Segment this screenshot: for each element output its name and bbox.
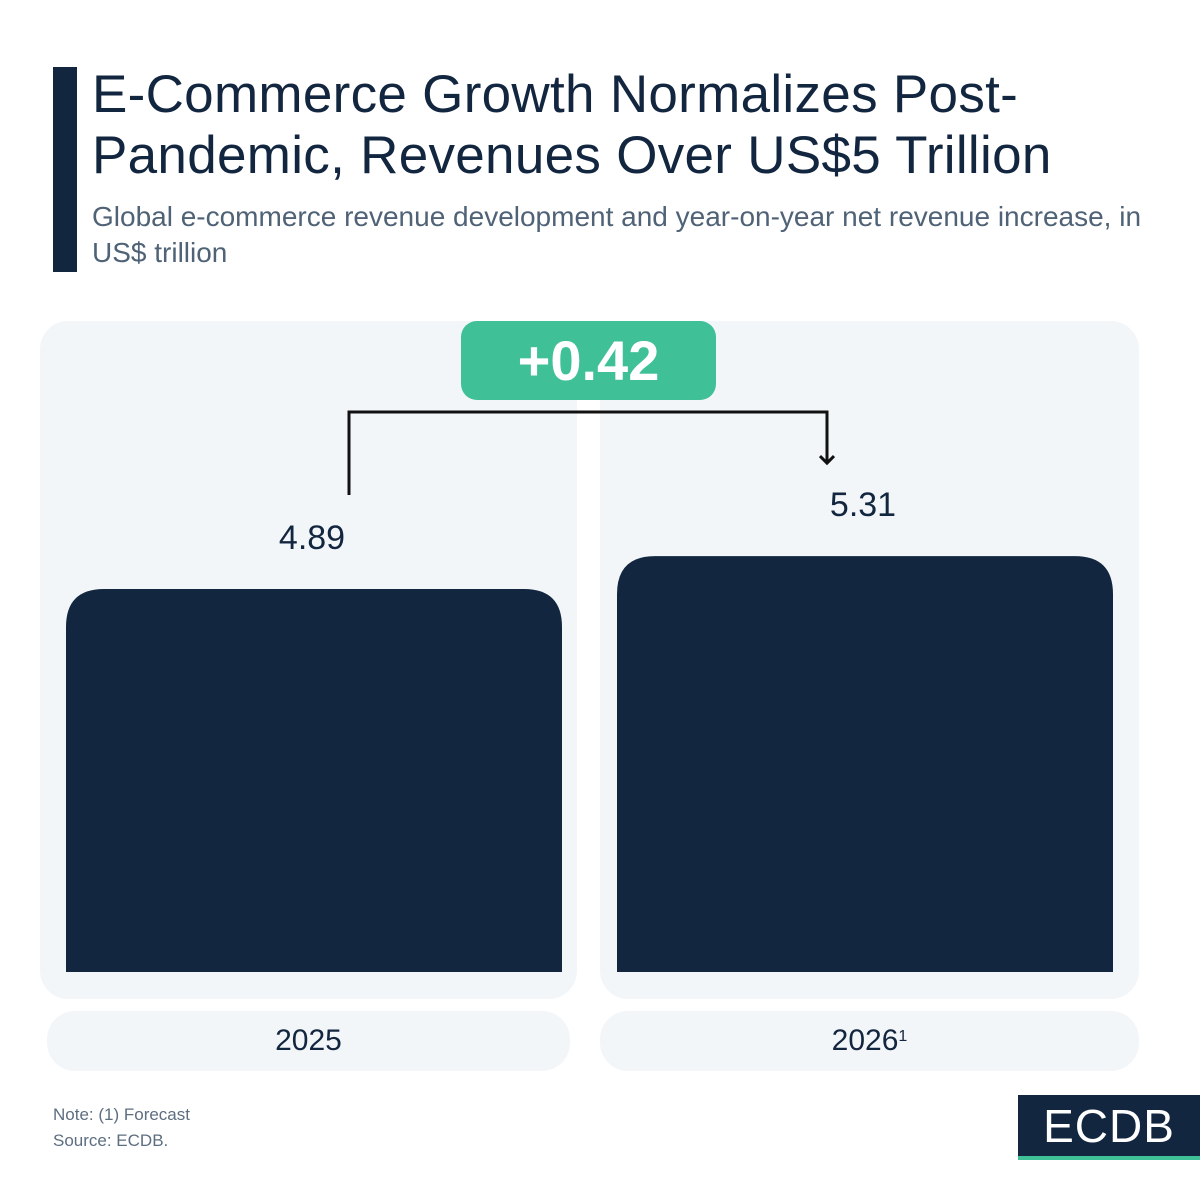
chart-title: E-Commerce Growth Normalizes Post-Pandem… (92, 65, 1052, 185)
footer-notes: Note: (1) Forecast Source: ECDB. (53, 1102, 190, 1154)
difference-connector-arrow (347, 410, 829, 495)
note-text: Note: (1) Forecast (53, 1105, 190, 1124)
chart-subtitle: Global e-commerce revenue development an… (92, 201, 1142, 268)
source-text: Source: ECDB. (53, 1131, 169, 1150)
value-label-2026: 5.31 (830, 486, 896, 524)
category-label-2026: 20261 (600, 1011, 1139, 1071)
arrow-down-icon (818, 455, 836, 466)
category-text-2025: 2025 (275, 1024, 342, 1057)
category-label-2025: 2025 (47, 1011, 570, 1071)
category-text-2026: 2026 (831, 1024, 899, 1057)
logo-underline (1018, 1156, 1200, 1160)
footnote-marker: 1 (898, 1028, 908, 1045)
title-accent-bar (53, 67, 77, 272)
ecdb-logo: ECDB (1018, 1095, 1200, 1156)
bar-2026 (617, 556, 1113, 972)
bar-2025 (66, 589, 562, 972)
difference-badge: +0.42 (461, 321, 716, 400)
value-label-2025: 4.89 (279, 519, 345, 557)
